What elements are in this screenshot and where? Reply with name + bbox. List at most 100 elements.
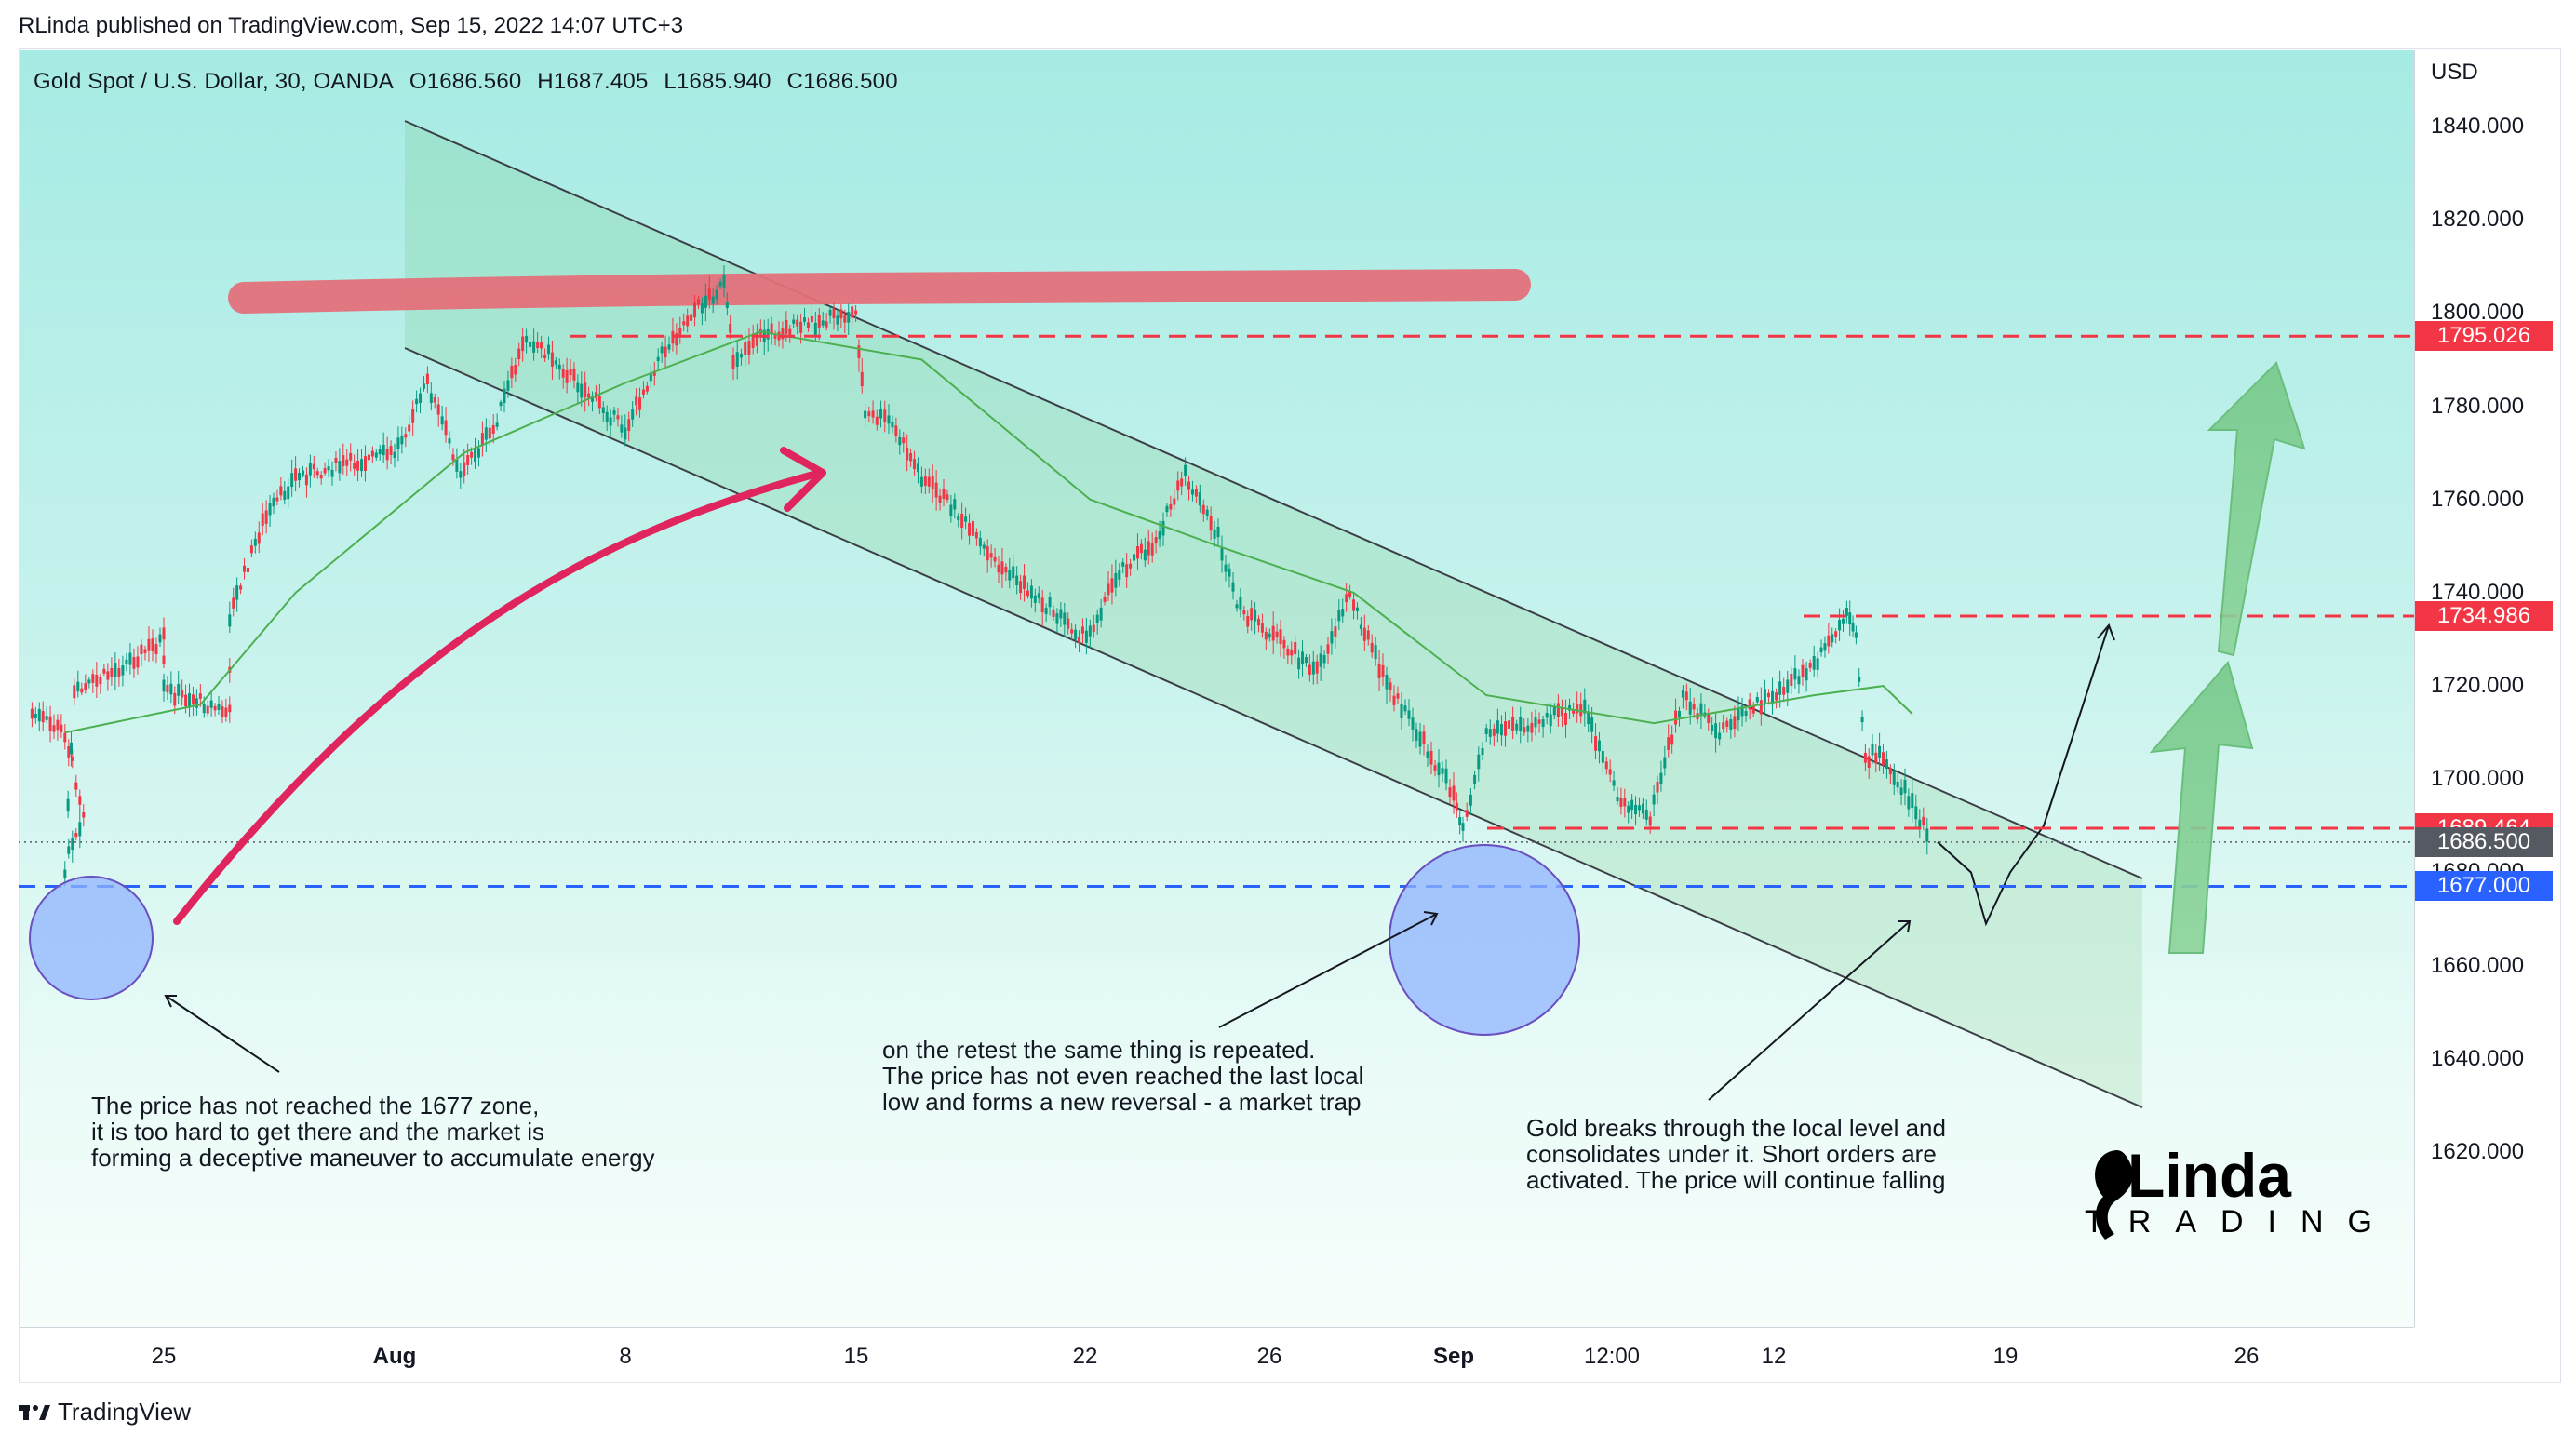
candle-body bbox=[1198, 492, 1201, 506]
tradingview-brand[interactable]: TradingView bbox=[19, 1398, 191, 1427]
candle-body bbox=[143, 649, 147, 653]
candle-body bbox=[851, 306, 854, 318]
candle-body bbox=[894, 425, 898, 436]
candle-body bbox=[1228, 568, 1231, 577]
candle-body bbox=[898, 436, 902, 446]
candle-body bbox=[1793, 668, 1797, 680]
candle-body bbox=[1019, 581, 1023, 594]
candle-body bbox=[396, 437, 400, 449]
candle-body bbox=[1477, 754, 1481, 770]
candle-body bbox=[1355, 607, 1359, 611]
candle-body bbox=[1530, 722, 1534, 733]
candle-body bbox=[1334, 626, 1337, 637]
candle-body bbox=[1359, 624, 1362, 629]
candle-body bbox=[1216, 526, 1220, 538]
price-tick-label: 1720.000 bbox=[2431, 673, 2525, 699]
candle-body bbox=[71, 838, 74, 851]
candle-body bbox=[1052, 610, 1055, 617]
candle-body bbox=[261, 513, 264, 526]
candle-body bbox=[1641, 803, 1644, 814]
candle-body bbox=[1496, 720, 1499, 734]
candle-body bbox=[1711, 724, 1714, 732]
candle-body bbox=[938, 495, 942, 503]
candle-body bbox=[1315, 661, 1319, 674]
candle-body bbox=[1415, 729, 1418, 741]
candle-body bbox=[1433, 765, 1437, 771]
candle-body bbox=[162, 655, 166, 664]
candle-body bbox=[1534, 717, 1537, 728]
candle-body bbox=[1892, 771, 1896, 785]
svg-text:Linda: Linda bbox=[2127, 1141, 2292, 1210]
candle-body bbox=[319, 475, 323, 479]
candle-body bbox=[1407, 710, 1411, 719]
candle-body bbox=[927, 476, 931, 487]
candle-body bbox=[1220, 547, 1224, 561]
candle-body bbox=[909, 453, 913, 462]
ohlc-open: O1686.560 bbox=[409, 69, 522, 94]
candle-body bbox=[184, 694, 188, 707]
candle-body bbox=[41, 711, 45, 723]
candle-body bbox=[1110, 578, 1114, 593]
chart-plot-area[interactable] bbox=[19, 50, 2414, 1327]
time-tick-label: 19 bbox=[1992, 1344, 2019, 1369]
time-axis[interactable] bbox=[19, 1327, 2414, 1382]
candle-body bbox=[1896, 781, 1899, 788]
price-axis[interactable] bbox=[2414, 50, 2560, 1327]
candle-body bbox=[1925, 828, 1929, 842]
candle-body bbox=[1337, 610, 1341, 622]
candle-body bbox=[1308, 664, 1311, 675]
candle-body bbox=[671, 330, 675, 344]
symbol-title: Gold Spot / U.S. Dollar, 30, OANDA bbox=[34, 69, 394, 94]
candle-body bbox=[871, 410, 875, 418]
candle-body bbox=[864, 410, 867, 419]
candle-body bbox=[257, 532, 261, 544]
candle-body bbox=[1684, 691, 1688, 701]
candle-body bbox=[56, 719, 60, 731]
candle-body bbox=[1362, 627, 1366, 641]
price-tick-label: 1660.000 bbox=[2431, 952, 2525, 978]
candle-body bbox=[1594, 736, 1598, 751]
candle-body bbox=[609, 417, 612, 426]
candle-body bbox=[429, 393, 433, 404]
candle-body bbox=[997, 564, 1000, 573]
annotation-text-3: Gold breaks through the local level and … bbox=[1526, 1114, 1946, 1194]
candle-body bbox=[455, 459, 459, 472]
annotation-pointer-2 bbox=[1218, 913, 1438, 1028]
candle-body bbox=[1563, 712, 1567, 725]
candle-body bbox=[488, 427, 491, 439]
currency-label: USD bbox=[2431, 60, 2478, 85]
candle-body bbox=[74, 782, 78, 790]
candle-body bbox=[1863, 752, 1867, 763]
candle-body bbox=[1194, 489, 1198, 497]
candle-body bbox=[1608, 769, 1612, 775]
candle-body bbox=[404, 434, 408, 438]
candle-body bbox=[1526, 725, 1530, 732]
candle-body bbox=[832, 309, 836, 318]
candle-body bbox=[1078, 636, 1081, 643]
candle-body bbox=[1627, 805, 1630, 813]
candle-body bbox=[1740, 705, 1744, 717]
tradingview-label: TradingView bbox=[58, 1398, 192, 1426]
candle-body bbox=[1663, 757, 1667, 769]
candle-body bbox=[744, 342, 747, 355]
candle-body bbox=[616, 415, 620, 420]
candle-body bbox=[766, 328, 770, 340]
annotation-pointer-3 bbox=[1708, 920, 1911, 1101]
candle-body bbox=[510, 365, 514, 379]
annotation-pointer-1-head bbox=[164, 995, 177, 1008]
candle-body bbox=[711, 296, 715, 304]
rlinda-logo-icon: Linda bbox=[2095, 1141, 2292, 1240]
candle-body bbox=[436, 404, 440, 415]
candle-body bbox=[67, 745, 71, 758]
candle-body bbox=[158, 634, 162, 643]
candle-body bbox=[968, 523, 972, 536]
symbol-legend[interactable]: Gold Spot / U.S. Dollar, 30, OANDA O1686… bbox=[34, 69, 907, 95]
candle-body bbox=[902, 437, 906, 444]
candle-body bbox=[1044, 608, 1048, 614]
candle-body bbox=[1888, 768, 1892, 775]
candle-body bbox=[342, 455, 345, 467]
candle-body bbox=[195, 698, 198, 708]
candle-body bbox=[631, 409, 635, 420]
false-breakdown-circle-2 bbox=[1389, 844, 1580, 1036]
candle-body bbox=[1851, 623, 1855, 632]
